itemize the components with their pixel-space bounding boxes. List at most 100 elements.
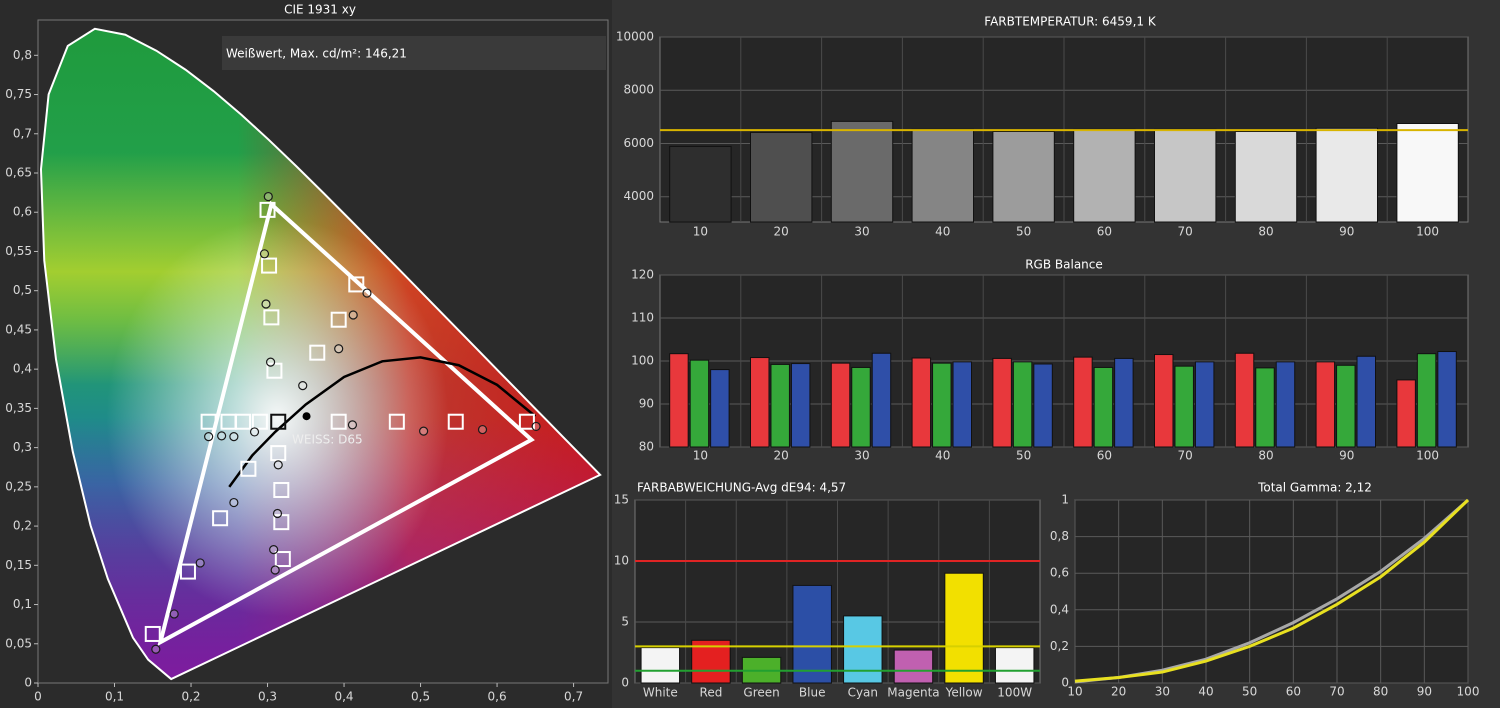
- bar: [669, 145, 732, 223]
- x-tick-label: 90: [1339, 449, 1354, 463]
- x-tick-label: 70: [1178, 225, 1193, 239]
- y-tick-label: 0: [621, 676, 629, 690]
- bar: [830, 120, 894, 223]
- target-point: [261, 257, 278, 274]
- target-point: [447, 413, 464, 430]
- x-tick-label: 70: [1329, 685, 1344, 699]
- target-point: [259, 201, 276, 218]
- bar: [911, 357, 932, 448]
- y-tick-label: 120: [631, 268, 654, 282]
- y-tick-label: 0,2: [1050, 639, 1069, 653]
- bar: [1012, 361, 1033, 448]
- x-tick-label: Magenta: [887, 686, 939, 700]
- y-tick-label: 0,6: [13, 205, 32, 219]
- x-tick-label: 100: [1416, 449, 1439, 463]
- bar: [1255, 367, 1275, 448]
- y-tick-label: 0: [1061, 676, 1069, 690]
- bar: [1033, 363, 1053, 448]
- bar: [1437, 351, 1457, 448]
- measured-point: [261, 299, 271, 309]
- bar: [830, 362, 851, 448]
- bar: [770, 363, 790, 448]
- y-tick-label: 0,6: [1050, 566, 1069, 580]
- white-point-label: WEISS: D65: [292, 433, 363, 447]
- bar: [952, 361, 973, 448]
- bar: [893, 649, 934, 684]
- y-tick-label: 0,5: [13, 283, 32, 297]
- bar: [790, 363, 811, 448]
- x-tick-label: Yellow: [945, 686, 983, 700]
- y-tick-label: 0,65: [5, 166, 32, 180]
- chart-title: RGB Balance: [1025, 258, 1103, 272]
- y-tick-label: 1: [1061, 493, 1069, 507]
- x-tick-label: 0: [34, 690, 42, 704]
- y-tick-label: 0,3: [13, 440, 32, 454]
- bar: [1356, 355, 1377, 448]
- bar: [1153, 128, 1217, 223]
- x-tick-label: 90: [1417, 685, 1432, 699]
- x-tick-label: 60: [1097, 449, 1112, 463]
- target-point: [200, 413, 217, 430]
- bar: [1093, 366, 1114, 448]
- y-tick-label: 0,55: [5, 244, 32, 258]
- bar: [1416, 353, 1437, 448]
- target-point: [263, 309, 280, 326]
- y-tick-label: 0,35: [5, 401, 32, 415]
- x-tick-label: 40: [935, 225, 950, 239]
- bar: [1234, 130, 1298, 223]
- bar: [911, 128, 975, 223]
- target-point: [240, 460, 257, 477]
- bar: [1275, 361, 1296, 448]
- measured-point: [334, 344, 344, 354]
- x-tick-label: 30: [1155, 685, 1170, 699]
- y-tick-label: 15: [614, 493, 629, 507]
- x-tick-label: White: [643, 686, 678, 700]
- target-point: [235, 413, 252, 430]
- bar: [1396, 379, 1416, 448]
- chart-title: FARBABWEICHUNG-Avg dE94: 4,57: [637, 481, 846, 495]
- target-point: [179, 563, 196, 580]
- y-tick-label: 110: [631, 311, 654, 325]
- x-tick-label: 80: [1258, 449, 1273, 463]
- x-tick-label: 0,7: [564, 690, 583, 704]
- bar: [640, 647, 681, 684]
- x-tick-label: 0,1: [105, 690, 124, 704]
- bar: [792, 584, 832, 684]
- x-tick-label: 100W: [997, 686, 1032, 700]
- bar: [1153, 354, 1174, 448]
- bar: [944, 572, 984, 684]
- y-tick-label: 0,4: [13, 362, 32, 376]
- measured-point: [273, 460, 283, 470]
- bar: [1234, 352, 1255, 448]
- x-tick-label: 40: [935, 449, 950, 463]
- chart-title: Total Gamma: 2,12: [1257, 481, 1372, 495]
- measured-point: [272, 508, 283, 519]
- x-tick-label: 60: [1097, 225, 1112, 239]
- x-tick-label: 80: [1373, 685, 1388, 699]
- y-tick-label: 0,8: [1050, 529, 1069, 543]
- y-tick-label: 8000: [623, 83, 654, 97]
- bar: [992, 130, 1055, 223]
- x-tick-label: 60: [1286, 685, 1301, 699]
- x-tick-label: 0,5: [411, 690, 430, 704]
- x-tick-label: 30: [854, 225, 869, 239]
- bar: [691, 639, 731, 684]
- x-tick-label: 10: [1067, 685, 1082, 699]
- measured-point: [263, 191, 273, 202]
- y-tick-label: 100: [631, 354, 654, 368]
- measured-point: [217, 431, 227, 441]
- bar: [932, 362, 952, 448]
- bar: [1073, 356, 1093, 448]
- y-tick-label: 0: [24, 676, 32, 690]
- x-tick-label: 70: [1178, 449, 1193, 463]
- measured-point: [269, 545, 279, 555]
- y-tick-label: 6000: [623, 136, 654, 150]
- bar: [1114, 357, 1134, 448]
- x-tick-label: 20: [774, 449, 789, 463]
- bar: [1073, 128, 1136, 223]
- y-tick-label: 0,25: [5, 479, 32, 493]
- x-tick-label: 30: [854, 449, 869, 463]
- bar: [710, 369, 730, 448]
- measured-point: [348, 310, 358, 320]
- measured-point: [298, 381, 308, 391]
